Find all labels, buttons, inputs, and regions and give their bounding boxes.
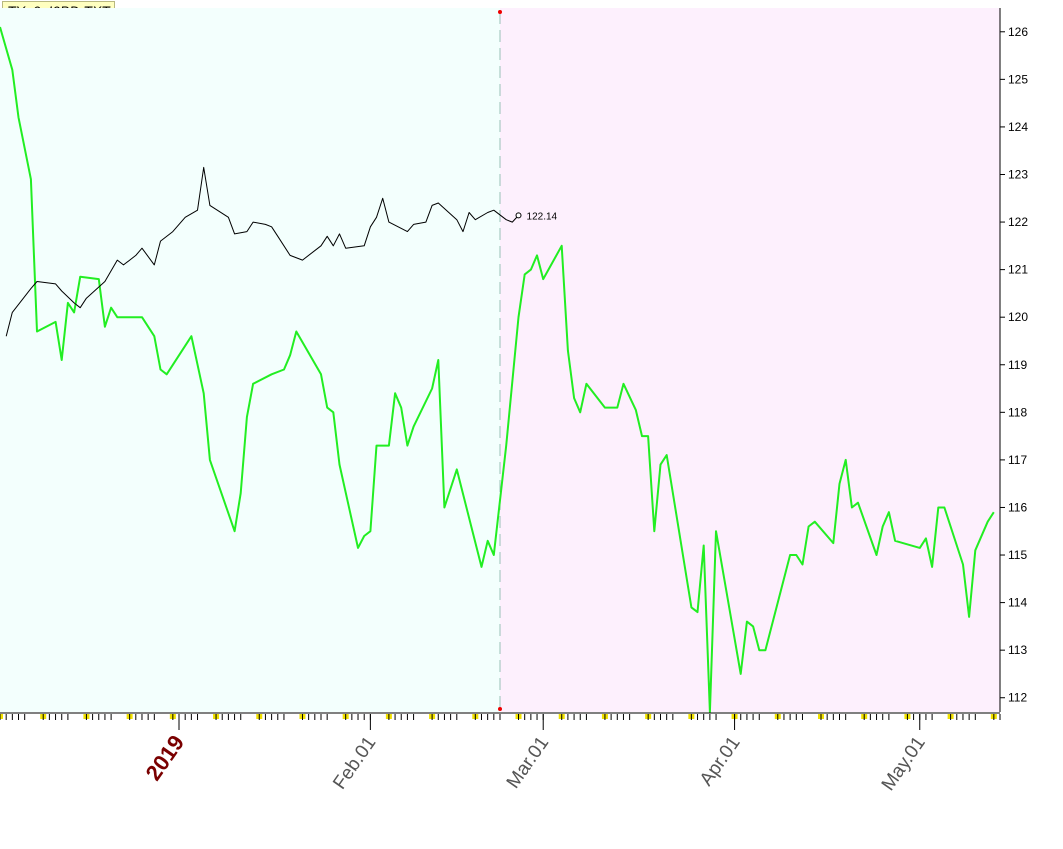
x-tick-label: Apr.01 (696, 733, 745, 790)
divider-top-marker (498, 10, 502, 14)
y-tick-label: 124 (1008, 120, 1028, 134)
y-tick-label: 117 (1008, 453, 1027, 467)
y-tick-label: 119 (1008, 358, 1027, 372)
last-value-marker (515, 212, 522, 219)
x-tick-label: Feb.01 (329, 733, 380, 794)
x-axis: 2019 Feb.01 Mar.01 Apr.01 May.01 (0, 712, 1001, 795)
last-value-group: 122.14 (515, 211, 558, 222)
y-tick-label: 123 (1008, 167, 1028, 181)
left-period-background (0, 8, 500, 712)
y-tick-label: 118 (1008, 405, 1027, 419)
week-start-marker (0, 714, 3, 719)
divider-bottom-marker (498, 707, 502, 711)
y-tick-label: 125 (1008, 72, 1028, 86)
x-tick-label: 2019 (141, 731, 190, 785)
y-tick-label: 121 (1008, 263, 1028, 277)
y-tick-label: 122 (1008, 215, 1028, 229)
y-tick-label: 126 (1008, 25, 1028, 39)
overlay-series-line (5, 166, 519, 337)
y-axis: 112 113 114 115 116 117 118 119 120 121 122 123 124 1… (999, 8, 1028, 712)
series-group (0, 26, 995, 713)
y-tick-label: 120 (1008, 310, 1028, 324)
last-value-label: 122.14 (527, 211, 558, 222)
right-period-background (500, 8, 1000, 712)
period-divider (498, 10, 502, 711)
y-tick-label: 113 (1008, 643, 1027, 657)
y-tick-label: 114 (1008, 596, 1027, 610)
y-tick-label: 116 (1008, 500, 1027, 514)
y-tick-label: 115 (1008, 548, 1027, 562)
x-tick-label: Mar.01 (503, 733, 554, 793)
x-tick-label: May.01 (878, 733, 930, 795)
y-tick-label: 112 (1008, 691, 1027, 705)
main-series-line (0, 26, 995, 713)
